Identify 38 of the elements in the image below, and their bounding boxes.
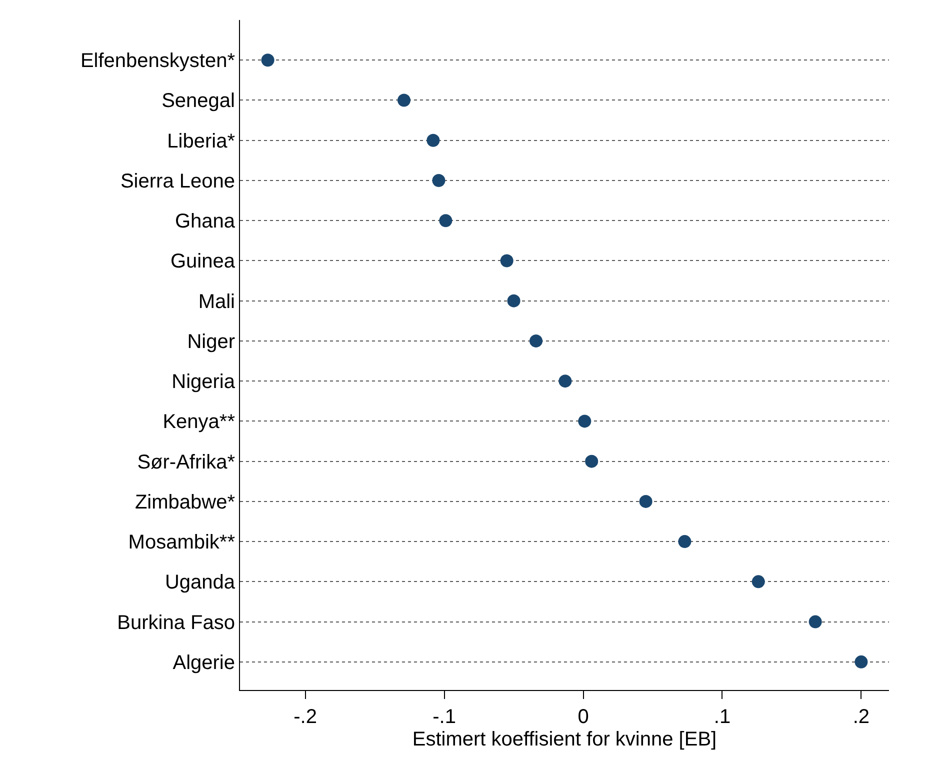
y-tick-label: Mosambik**: [128, 532, 236, 554]
point: [507, 294, 520, 308]
point: [639, 494, 652, 508]
y-tick-label: Senegal: [162, 90, 235, 112]
y-tick-label: Nigeria: [172, 371, 236, 394]
point: [397, 94, 410, 107]
x-tick-label: -.1: [432, 706, 456, 728]
point: [558, 374, 572, 388]
point: [585, 454, 598, 468]
y-tick-label: Uganda: [164, 572, 236, 594]
y-tick-label: Burkina Faso: [117, 612, 235, 634]
point: [439, 214, 452, 228]
point: [752, 575, 765, 588]
y-tick-label: Zimbabwe*: [134, 491, 236, 514]
point: [678, 535, 692, 548]
y-tick-label: Liberia*: [167, 130, 236, 152]
y-tick-label: Sør-Afrika*: [137, 451, 236, 474]
y-tick-label: Guinea: [170, 250, 236, 273]
x-tick-label: 0: [578, 706, 589, 728]
point: [854, 655, 868, 668]
x-tick-label: -.2: [294, 706, 317, 728]
x-tick-label: .1: [714, 706, 731, 728]
y-tick-label: Kenya**: [162, 411, 236, 434]
y-tick-label: Mali: [198, 290, 235, 313]
y-tick-label: Algerie: [172, 652, 235, 674]
point: [530, 334, 543, 348]
y-tick-label: Elfenbenskysten*: [80, 50, 236, 72]
y-tick-label: Niger: [187, 330, 236, 353]
y-tick-label: Ghana: [174, 210, 236, 233]
point: [500, 254, 514, 268]
x-tick-label: .2: [852, 706, 870, 728]
x-axis-title: Estimert koeffisient for kvinne [EB]: [412, 728, 717, 750]
point: [432, 174, 446, 187]
point: [426, 134, 440, 147]
point: [261, 54, 274, 67]
y-tick-label: Sierra Leone: [120, 170, 235, 192]
point: [808, 615, 822, 628]
point: [578, 414, 592, 428]
